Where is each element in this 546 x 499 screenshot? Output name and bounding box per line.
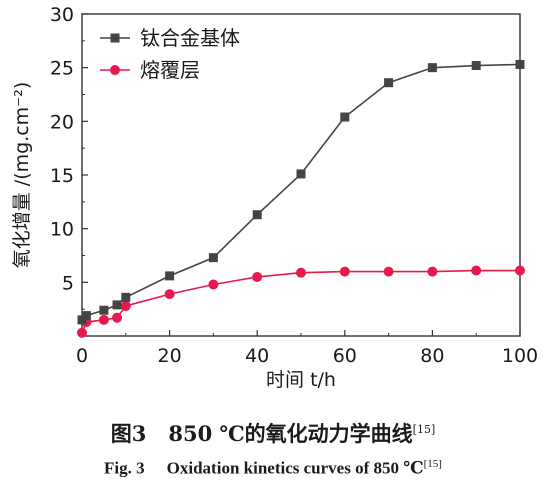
y-tick-label: 30 — [50, 4, 74, 26]
legend-marker-0 — [110, 33, 120, 43]
series-line-0 — [81, 63, 521, 321]
series-0-point — [208, 253, 218, 263]
y-tick-label: 15 — [50, 165, 74, 187]
series-1-point — [77, 327, 87, 338]
series-0-point — [252, 210, 262, 220]
y-tick-label: 20 — [50, 111, 74, 133]
series-0-point — [427, 63, 437, 73]
caption-en-ref: [15] — [423, 458, 442, 470]
series-1-point — [515, 265, 525, 276]
series-1-point — [164, 289, 175, 300]
legend-marker-1 — [110, 65, 120, 75]
series-1-point — [383, 266, 394, 277]
series-0-point — [121, 292, 131, 302]
series-0-point — [384, 78, 394, 88]
series-0-point — [99, 305, 109, 315]
series-1-point — [339, 266, 350, 277]
series-0-point — [81, 311, 91, 321]
figure-caption-chinese: 图3 850 ℃的氧化动力学曲线[15] — [0, 418, 546, 448]
caption-cn-ref: [15] — [412, 423, 436, 436]
y-tick-label: 5 — [62, 272, 74, 294]
figure-caption-english: Fig. 3 Oxidation kinetics curves of 850 ℃… — [0, 458, 546, 479]
x-tick-label: 60 — [333, 345, 357, 367]
series-0-point — [165, 271, 175, 281]
x-tick-label: 40 — [245, 345, 269, 367]
x-tick-label: 20 — [158, 345, 182, 367]
x-tick-label: 100 — [502, 345, 538, 367]
legend-label-1: 熔覆层 — [140, 58, 200, 82]
series-1-point — [252, 271, 263, 282]
series-1-point — [471, 265, 482, 276]
series-line-1 — [81, 269, 520, 334]
y-tick-label: 25 — [50, 58, 74, 80]
x-tick-label: 0 — [76, 345, 88, 367]
caption-en-label: Fig. 3 — [104, 458, 145, 478]
series-0-point — [515, 59, 525, 69]
caption-cn-label: 图3 — [110, 421, 147, 446]
caption-cn-text: 850 ℃的氧化动力学曲线 — [168, 421, 413, 446]
series-1-point — [98, 314, 109, 325]
caption-en-text: Oxidation kinetics curves of 850 ℃ — [166, 458, 424, 478]
legend-label-0: 钛合金基体 — [140, 26, 240, 50]
x-tick-label: 80 — [420, 345, 444, 367]
series-1-point — [120, 300, 131, 311]
series-0-point — [112, 300, 122, 310]
y-tick-label: 10 — [50, 219, 74, 241]
series-1-point — [427, 266, 438, 277]
series-1-point — [296, 267, 306, 278]
series-1-point — [208, 279, 219, 290]
series-0-point — [471, 61, 481, 71]
y-axis-label: 氧化增量 /(mg.cm⁻²) — [11, 82, 33, 268]
series-0-point — [296, 169, 306, 179]
oxidation-kinetics-chart: 0 20 40 60 80 100 5 10 15 20 25 30 时间 t/h 氧化增量 /(mg.c… — [11, 4, 538, 391]
series-1-point — [112, 312, 123, 323]
x-axis-label: 时间 t/h — [266, 369, 336, 391]
series-0-point — [340, 112, 350, 122]
